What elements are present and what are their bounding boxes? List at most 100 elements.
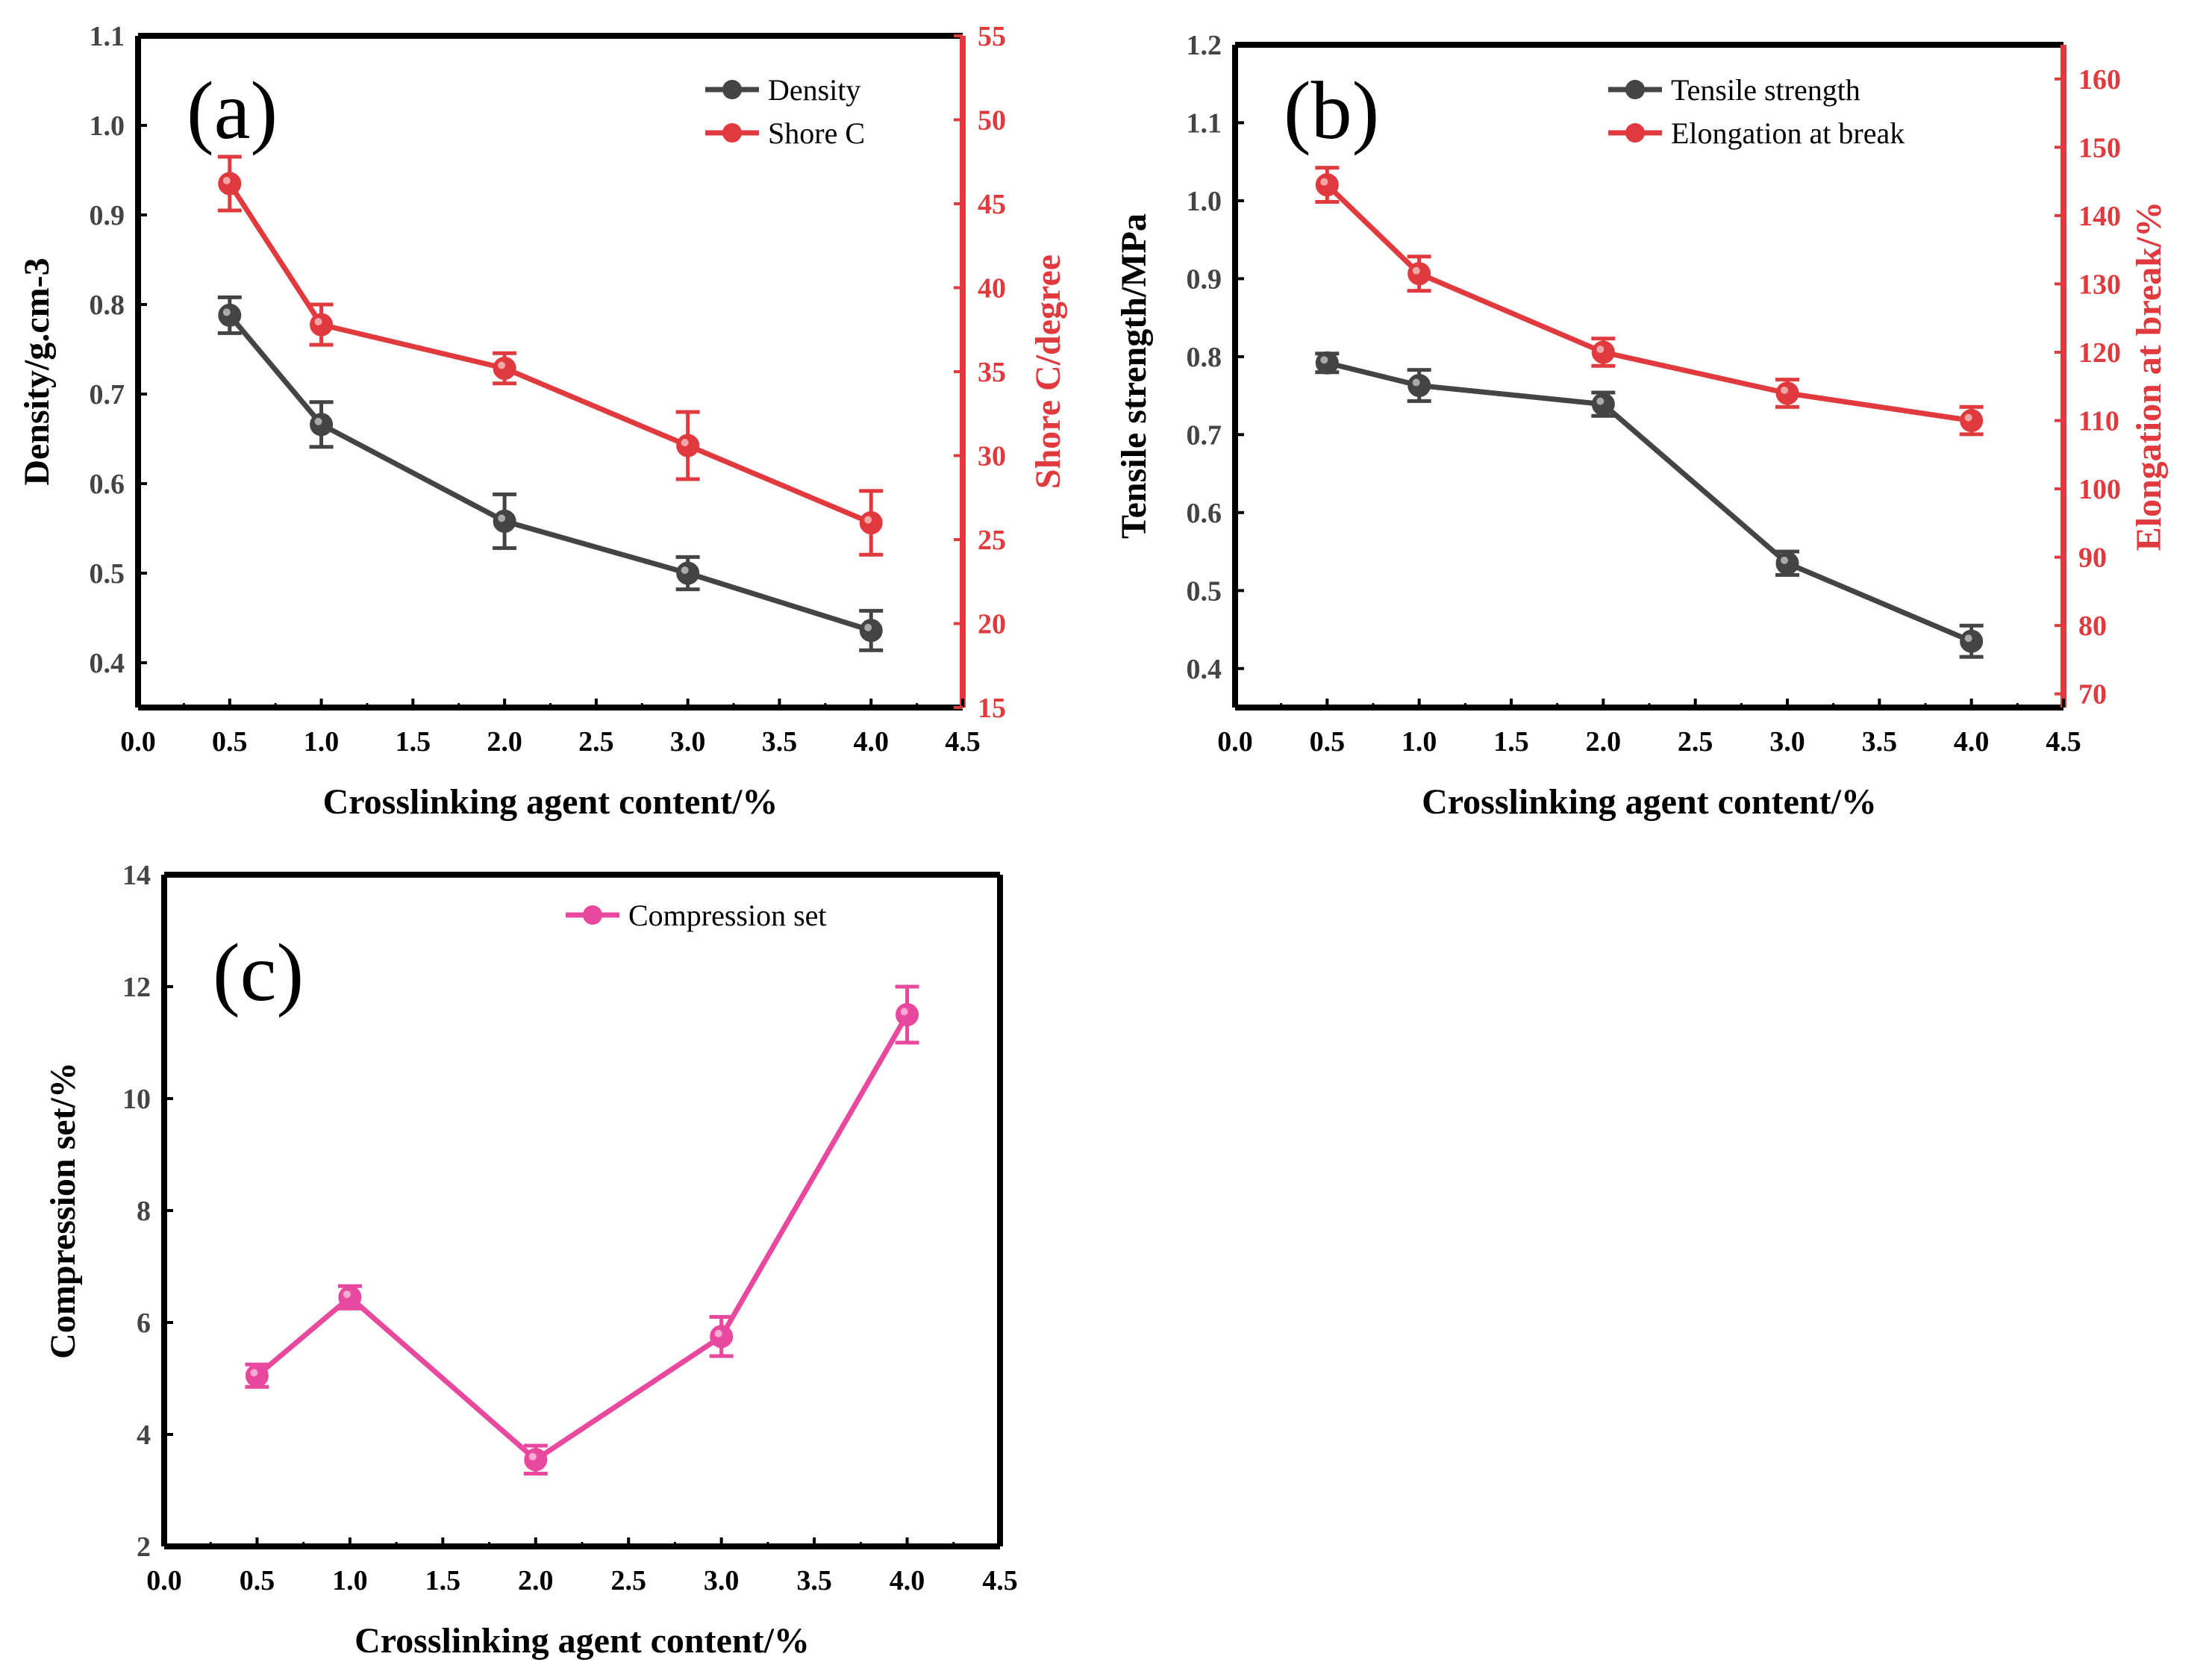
data-point	[1407, 262, 1431, 286]
data-point-highlight	[528, 1452, 537, 1461]
data-point	[218, 303, 242, 327]
y2-tick-label: 40	[978, 273, 1006, 305]
x-tick-label: 2.5	[1678, 726, 1713, 758]
panel-label: (b)	[1284, 65, 1379, 156]
data-point-highlight	[864, 516, 872, 524]
x-tick-label: 4.5	[982, 1565, 1018, 1596]
data-point-highlight	[1320, 356, 1328, 364]
series-line	[228, 313, 872, 634]
data-point	[1315, 351, 1339, 375]
data-point-highlight	[314, 318, 322, 325]
data-point	[1960, 409, 1984, 433]
x-tick-label: 0.5	[1310, 726, 1346, 758]
y-tick-label: 0.4	[90, 648, 125, 679]
y2-tick-label: 160	[2078, 64, 2121, 96]
y-tick-label: 1.2	[1187, 30, 1222, 61]
y-tick-label: 2	[137, 1531, 151, 1563]
data-point	[1315, 173, 1339, 197]
x-tick-label: 1.0	[304, 726, 340, 758]
data-point-highlight	[1596, 397, 1605, 405]
x-tick-label: 3.0	[704, 1565, 740, 1596]
x-tick-label: 4.0	[890, 1565, 925, 1596]
data-point-highlight	[1964, 634, 1972, 643]
chart-panel-1: 0.0 0.5 1.0 1.5 2.0 2.5 3.0 3.5 4.0 4.5 0.4 0.5 0.6 0…	[17, 21, 1068, 822]
y2-tick-label: 80	[2078, 611, 2107, 642]
data-point-highlight	[1412, 266, 1420, 275]
x-tick-label: 3.5	[1862, 726, 1898, 758]
y-tick-label: 12	[122, 972, 151, 1003]
data-point-highlight	[222, 177, 231, 184]
y-tick-label: 14	[122, 860, 151, 891]
x-tick-label: 0.5	[240, 1565, 275, 1596]
y2-axis-label: Shore C/degree	[1028, 255, 1068, 489]
legend-marker	[1625, 123, 1645, 143]
data-point	[1407, 374, 1431, 398]
y-axis-label: Tensile strength/MPa	[1114, 213, 1154, 539]
y-tick-label: 0.4	[1187, 654, 1222, 685]
data-point-highlight	[1412, 378, 1420, 387]
data-point	[493, 357, 516, 380]
data-point	[710, 1325, 734, 1349]
y2-tick-label: 45	[978, 189, 1006, 220]
x-tick-label: 2.5	[610, 1565, 646, 1596]
y2-tick-label: 15	[978, 693, 1006, 724]
data-point	[310, 413, 334, 437]
y2-tick-label: 55	[978, 21, 1006, 52]
data-point-highlight	[681, 439, 689, 446]
data-point	[493, 509, 516, 533]
data-point-highlight	[498, 361, 506, 369]
data-point-highlight	[900, 1008, 908, 1016]
y-tick-label: 0.7	[1187, 419, 1222, 451]
x-tick-label: 1.5	[425, 1565, 461, 1596]
legend-marker	[722, 123, 742, 143]
data-point	[1775, 552, 1799, 575]
chart-panel-3: 0.0 0.5 1.0 1.5 2.0 2.5 3.0 3.5 4.0 4.5 2 4 6 8 10 12 14…	[43, 860, 1018, 1661]
legend-label: Elongation at break	[1671, 116, 1905, 150]
legend-marker	[1625, 80, 1645, 99]
x-tick-label: 0.5	[212, 726, 248, 758]
x-axis-label: Crosslinking agent content/%	[1422, 782, 1877, 822]
y-axis-label: Compression set/%	[43, 1062, 83, 1359]
data-point	[1775, 381, 1799, 405]
y-tick-label: 8	[137, 1196, 151, 1227]
x-tick-label: 2.0	[518, 1565, 554, 1596]
x-axis-label: Crosslinking agent content/%	[323, 782, 778, 822]
data-point	[676, 561, 700, 585]
x-tick-label: 2.0	[487, 726, 522, 758]
x-tick-label: 2.0	[1586, 726, 1622, 758]
legend-marker	[722, 80, 742, 99]
y-tick-label: 0.6	[1187, 498, 1222, 529]
data-point	[218, 172, 242, 196]
y-tick-label: 0.9	[1187, 263, 1222, 295]
y2-tick-label: 100	[2078, 474, 2121, 505]
data-point-highlight	[1596, 345, 1605, 353]
legend-label: Compression set	[628, 899, 827, 932]
data-point-highlight	[222, 308, 231, 316]
data-point-highlight	[250, 1369, 258, 1377]
x-tick-label: 3.0	[670, 726, 706, 758]
panel-label: (a)	[187, 65, 278, 156]
y-axis-label: Density/g.cm-3	[17, 257, 57, 485]
x-tick-label: 0.0	[1217, 726, 1253, 758]
legend-label: Density	[768, 73, 860, 107]
series-line	[227, 182, 872, 525]
y-tick-label: 4	[137, 1420, 151, 1451]
y2-tick-label: 140	[2078, 201, 2121, 232]
y2-tick-label: 35	[978, 357, 1006, 388]
data-point	[338, 1285, 362, 1309]
data-point-highlight	[864, 623, 872, 631]
y-tick-label: 0.8	[90, 290, 125, 321]
data-point-highlight	[314, 417, 322, 425]
y2-tick-label: 30	[978, 441, 1006, 472]
y-tick-label: 0.9	[90, 200, 125, 231]
x-tick-label: 0.0	[146, 1565, 182, 1596]
legend-label: Shore C	[768, 116, 865, 150]
data-point	[1591, 340, 1615, 364]
data-point	[1591, 393, 1615, 416]
y2-tick-label: 90	[2078, 543, 2107, 574]
y2-tick-label: 120	[2078, 337, 2121, 369]
y-tick-label: 1.0	[90, 110, 125, 142]
series-line	[255, 1013, 910, 1463]
x-tick-label: 1.0	[1402, 726, 1437, 758]
